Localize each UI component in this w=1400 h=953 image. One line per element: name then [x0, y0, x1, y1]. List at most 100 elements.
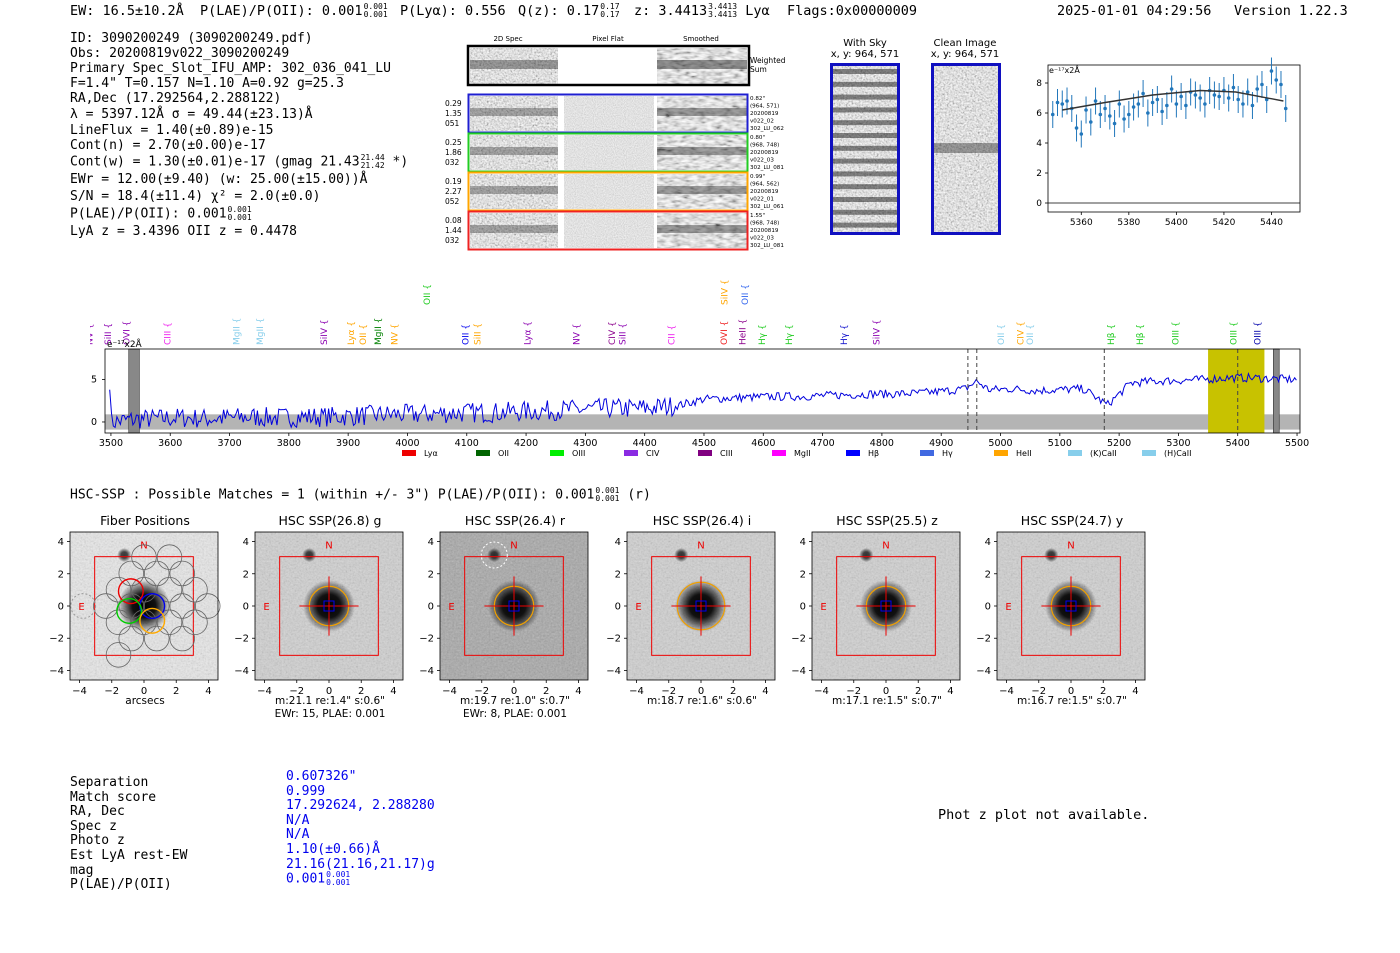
hsc-panel-image: N E 4 −4 2 −2 0 0 −2 2 −4 4: [606, 531, 776, 697]
center-box: [1065, 600, 1077, 612]
zoom-x-tick-label: 5400: [1165, 218, 1188, 228]
weighted-smoothed: [657, 48, 747, 84]
spectrum-noise-band: [105, 414, 1300, 430]
hsc-y-tick-label: −4: [976, 666, 991, 677]
zoom-data-point: [1212, 93, 1217, 97]
sky-stripe: [830, 158, 900, 164]
search-box: [464, 556, 564, 656]
hsc-y-tick-label: 4: [58, 537, 64, 548]
east-label: E: [1005, 602, 1011, 613]
legend-label: Hγ: [942, 449, 953, 458]
zoom-x-tick-label: 5360: [1070, 218, 1093, 228]
companion-source: [117, 548, 132, 563]
weighted-2dspec: [470, 48, 558, 84]
legend-label: OII: [498, 449, 509, 458]
hsc-panel-title: HSC SSP(26.8) g: [278, 513, 382, 528]
hsc-title-lo: 0.001: [595, 494, 620, 503]
hsc-title-end: (r): [627, 487, 651, 503]
hsc-x-tick-label: −2: [1031, 686, 1046, 697]
cutout-smoothed: [657, 174, 747, 209]
spectrum-highlight-region: [1208, 349, 1265, 433]
hsc-panel-title: HSC SSP(24.7) y: [1020, 513, 1124, 528]
hsc-x-tick-label: −4: [629, 686, 644, 697]
cutout-right-label: v022_01: [750, 197, 774, 203]
zoom-data-point: [1217, 94, 1221, 99]
sky-stripe: [830, 107, 900, 113]
cutout-left-label: 1.86: [445, 148, 462, 157]
zoom-data-point: [1127, 112, 1131, 117]
spectrum-x-tick-label: 4100: [455, 438, 479, 449]
spectrum-line: [109, 372, 1297, 429]
hsc-panel-caption: m:18.7 re:1.6" s:0.6": [647, 695, 757, 707]
emission-line-label: OVI {: [122, 321, 132, 345]
emission-line-labels: NV {SiII {OVI {CIII {MgII {MgII {SiIV {L…: [90, 279, 1263, 345]
fiber-circle: [131, 544, 157, 570]
zoom-data-point: [1136, 102, 1141, 106]
search-box: [1021, 556, 1121, 656]
hsc-y-tick-label: −4: [234, 666, 249, 677]
fiber-circle: [105, 609, 132, 636]
zoom-data-point: [1146, 111, 1150, 115]
zoom-data-point: [1250, 103, 1255, 108]
match-plae-up: 0.001: [326, 870, 351, 880]
zoom-data-point: [1084, 108, 1088, 112]
zoom-unit-label: e⁻¹⁷x2Å: [1049, 64, 1080, 75]
primary-fiber-circle: [116, 597, 143, 624]
hsc-x-tick-label: −4: [72, 686, 87, 697]
zoom-y-tick-label: 8: [1036, 79, 1042, 89]
info-contw-end: *): [392, 154, 409, 170]
zoom-line-chart: 5360 5380 5400 5420 5440 0 2 4 6 8 e⁻¹⁷x2Å: [1036, 57, 1301, 228]
cutout-2dspec-band: [470, 147, 558, 155]
spectrum-x-tick-label: 4400: [633, 438, 657, 449]
zoom-data-point: [1198, 96, 1202, 100]
cutout-left-label: 1.44: [445, 226, 462, 235]
hsc-y-tick-label: 4: [985, 537, 991, 548]
hsc-y-tick-label: 0: [58, 602, 64, 613]
hsc-y-tick-label: −4: [606, 666, 621, 677]
hsc-panel-image: N E 4 −4 2 −2 0 0 −2 2 −4 4: [791, 531, 961, 697]
zoom-data-point: [1150, 100, 1155, 105]
header-version: Version 1.22.3: [1234, 3, 1348, 19]
spectrum-x-tick-label: 3600: [158, 438, 182, 449]
cutout-right-label: 302_LU_081: [750, 243, 784, 249]
hsc-y-tick-label: −2: [234, 634, 249, 645]
info-ewr: EWr = 12.00(±9.40) (w: 25.00(±15.00))Å: [70, 172, 368, 187]
fiber-circle: [131, 576, 157, 603]
zoom-model-line: [1062, 89, 1284, 111]
emission-line-label: SiIV {: [721, 279, 731, 305]
hsc-x-tick-label: 2: [915, 686, 921, 697]
emission-line-label: MgII {: [233, 318, 243, 345]
hsc-x-tick-label: 4: [575, 686, 581, 697]
zoom-data-point: [1079, 132, 1084, 136]
zoom-data-point: [1050, 112, 1055, 117]
emission-line-label: SiIV {: [873, 319, 883, 345]
cutout-right-label: 20200819: [750, 111, 779, 117]
info-lyaz: LyA z = 3.4396 OII z = 0.4478: [70, 224, 297, 239]
info-lineflux: LineFlux = 1.40(±0.89)e-15: [70, 123, 274, 138]
companion-source: [487, 548, 502, 563]
sky-stripe: [830, 81, 900, 87]
spectrum-x-tick-label: 4300: [573, 438, 597, 449]
zoom-data-point: [1203, 102, 1207, 106]
match-value: 17.292624, 2.288280: [286, 798, 435, 814]
spectrum-x-tick-label: 4900: [929, 438, 953, 449]
hsc-y-tick-label: 2: [615, 569, 621, 580]
match-value: 0.999: [286, 783, 326, 799]
cutout-right-label: (964, 571): [750, 104, 779, 110]
legend-swatch: [476, 450, 490, 456]
hsc-x-tick-label: −2: [104, 686, 119, 697]
search-box: [94, 556, 194, 656]
hsc-x-tick-label: −2: [846, 686, 861, 697]
zoom-x-tick-label: 5440: [1260, 218, 1283, 228]
cutout-pixelflat: [564, 213, 654, 248]
legend-label: Lyα: [424, 449, 438, 458]
zoom-data-point: [1088, 120, 1093, 124]
spectrum-masked-region: [128, 348, 140, 434]
cutout-left-label: 2.27: [445, 187, 462, 196]
emission-line-label: CIII {: [163, 322, 173, 345]
header-flags: Flags:0x00000009: [787, 3, 918, 19]
sky-stripe: [830, 94, 900, 100]
fiber-circle: [156, 576, 183, 603]
hsc-y-tick-label: 4: [428, 537, 434, 548]
spectrum-x-tick-label: 3700: [217, 438, 241, 449]
